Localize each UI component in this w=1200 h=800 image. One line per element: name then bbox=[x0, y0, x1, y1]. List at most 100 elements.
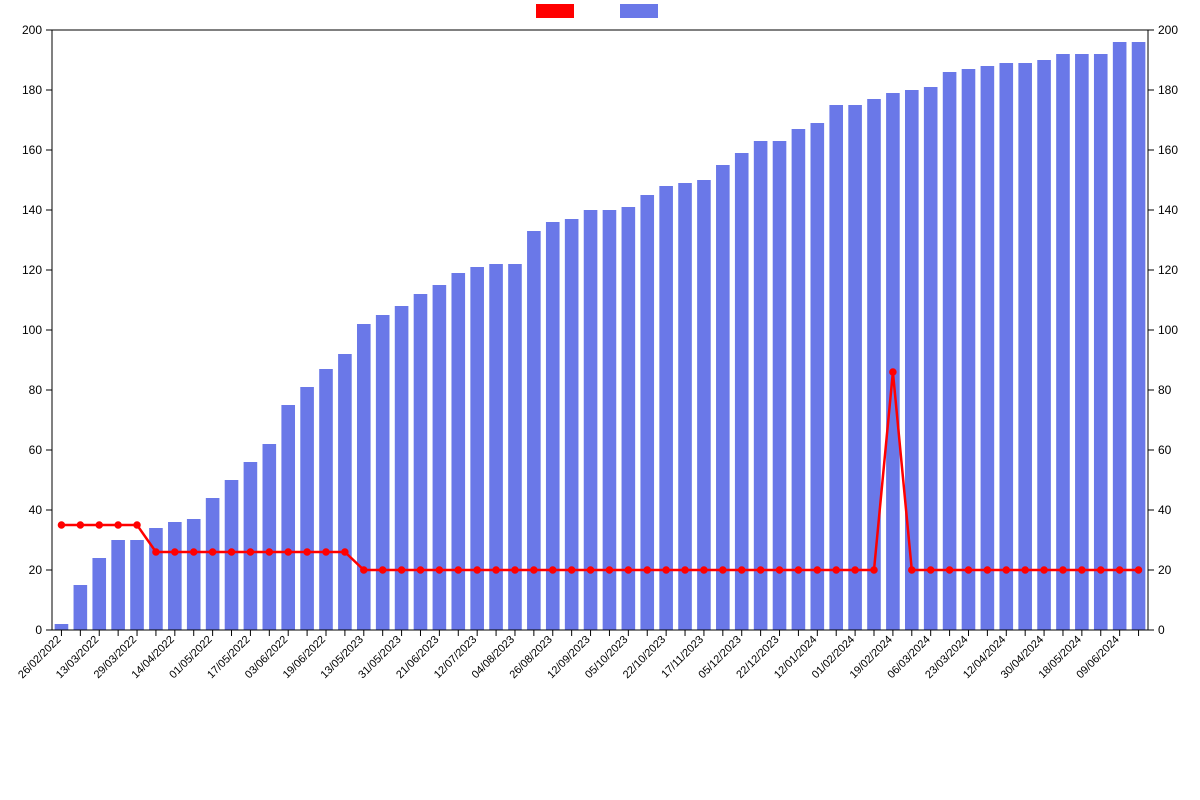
line-marker bbox=[777, 567, 783, 573]
bar bbox=[111, 540, 125, 630]
bar bbox=[792, 129, 806, 630]
line-marker bbox=[852, 567, 858, 573]
bar bbox=[508, 264, 522, 630]
y-tick-right: 80 bbox=[1158, 383, 1172, 397]
y-tick-left: 180 bbox=[22, 83, 42, 97]
y-tick-right: 180 bbox=[1158, 83, 1178, 97]
line-marker bbox=[96, 522, 102, 528]
line-marker bbox=[380, 567, 386, 573]
line-marker bbox=[153, 549, 159, 555]
y-tick-right: 100 bbox=[1158, 323, 1178, 337]
line-marker bbox=[569, 567, 575, 573]
y-tick-left: 100 bbox=[22, 323, 42, 337]
y-tick-right: 160 bbox=[1158, 143, 1178, 157]
line-marker bbox=[399, 567, 405, 573]
bar bbox=[433, 285, 447, 630]
chart-container: 0020204040606080801001001201201401401601… bbox=[0, 0, 1200, 800]
line-series bbox=[61, 372, 1138, 570]
y-tick-left: 140 bbox=[22, 203, 42, 217]
bar bbox=[1018, 63, 1032, 630]
bar bbox=[1037, 60, 1051, 630]
bar bbox=[905, 90, 919, 630]
line-marker bbox=[115, 522, 121, 528]
line-marker bbox=[984, 567, 990, 573]
line-marker bbox=[210, 549, 216, 555]
bar bbox=[716, 165, 730, 630]
line-marker bbox=[436, 567, 442, 573]
line-marker bbox=[909, 567, 915, 573]
bar bbox=[376, 315, 390, 630]
line-marker bbox=[342, 549, 348, 555]
bar bbox=[55, 624, 69, 630]
line-marker bbox=[474, 567, 480, 573]
line-marker bbox=[758, 567, 764, 573]
line-marker bbox=[58, 522, 64, 528]
line-marker bbox=[1117, 567, 1123, 573]
line-marker bbox=[1136, 567, 1142, 573]
bar bbox=[319, 369, 333, 630]
line-marker bbox=[172, 549, 178, 555]
line-marker bbox=[682, 567, 688, 573]
bar bbox=[168, 522, 182, 630]
y-tick-right: 60 bbox=[1158, 443, 1172, 457]
bar bbox=[962, 69, 976, 630]
y-tick-left: 60 bbox=[29, 443, 43, 457]
line-marker bbox=[229, 549, 235, 555]
bar bbox=[886, 93, 900, 630]
bar bbox=[281, 405, 295, 630]
line-marker bbox=[1022, 567, 1028, 573]
bar bbox=[451, 273, 465, 630]
line-marker bbox=[1060, 567, 1066, 573]
line-marker bbox=[455, 567, 461, 573]
bar bbox=[244, 462, 258, 630]
bar bbox=[130, 540, 144, 630]
line-marker bbox=[304, 549, 310, 555]
line-marker bbox=[285, 549, 291, 555]
line-marker bbox=[871, 567, 877, 573]
line-marker bbox=[795, 567, 801, 573]
bar bbox=[1113, 42, 1127, 630]
line-marker bbox=[625, 567, 631, 573]
line-marker bbox=[134, 522, 140, 528]
y-tick-left: 20 bbox=[29, 563, 43, 577]
bar bbox=[1056, 54, 1070, 630]
bar bbox=[357, 324, 371, 630]
bar bbox=[981, 66, 995, 630]
bar bbox=[640, 195, 654, 630]
line-marker bbox=[606, 567, 612, 573]
line-marker bbox=[512, 567, 518, 573]
y-tick-left: 120 bbox=[22, 263, 42, 277]
y-tick-left: 80 bbox=[29, 383, 43, 397]
line-marker bbox=[493, 567, 499, 573]
bar bbox=[773, 141, 787, 630]
bar bbox=[74, 585, 88, 630]
line-marker bbox=[739, 567, 745, 573]
line-marker bbox=[663, 567, 669, 573]
y-tick-right: 140 bbox=[1158, 203, 1178, 217]
line-marker bbox=[947, 567, 953, 573]
y-tick-right: 120 bbox=[1158, 263, 1178, 277]
y-tick-right: 200 bbox=[1158, 23, 1178, 37]
bar bbox=[1075, 54, 1089, 630]
line-marker bbox=[1098, 567, 1104, 573]
legend-swatch-bars bbox=[620, 4, 658, 18]
bar bbox=[338, 354, 352, 630]
line-marker bbox=[77, 522, 83, 528]
bar bbox=[659, 186, 673, 630]
bar bbox=[678, 183, 692, 630]
bar bbox=[735, 153, 749, 630]
bar bbox=[489, 264, 503, 630]
line-marker bbox=[720, 567, 726, 573]
bar bbox=[697, 180, 711, 630]
line-marker bbox=[833, 567, 839, 573]
y-tick-right: 0 bbox=[1158, 623, 1165, 637]
y-tick-left: 200 bbox=[22, 23, 42, 37]
line-marker bbox=[531, 567, 537, 573]
y-tick-left: 0 bbox=[35, 623, 42, 637]
bar bbox=[924, 87, 938, 630]
y-tick-left: 160 bbox=[22, 143, 42, 157]
bar bbox=[470, 267, 484, 630]
bar bbox=[187, 519, 201, 630]
bar bbox=[829, 105, 843, 630]
bar bbox=[263, 444, 277, 630]
